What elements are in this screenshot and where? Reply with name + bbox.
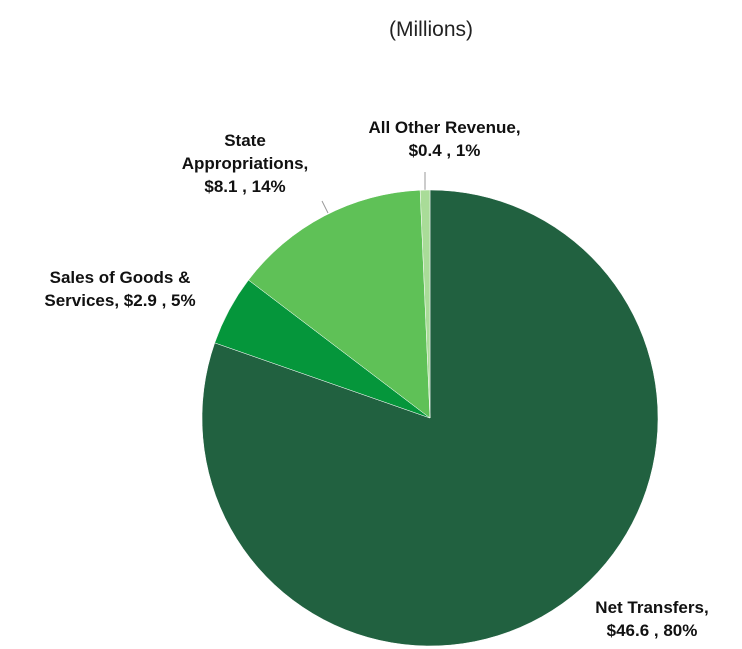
- chart-title: (Millions): [389, 18, 473, 41]
- pie-slice: [248, 189, 431, 419]
- category-label: All Other Revenue: [368, 118, 520, 137]
- pie-slice: [201, 189, 659, 647]
- data-label: State Appropriations $8.1 , 14%: [170, 129, 320, 198]
- data-label: All Other Revenue $0.4 , 1%: [352, 116, 537, 162]
- pie-slice: [419, 189, 431, 419]
- data-label: Sales of Goods & Services $2.9 , 5%: [20, 266, 220, 312]
- value-label: $2.9 , 5%: [123, 291, 196, 310]
- leader-line: [321, 200, 329, 214]
- category-label: State Appropriations: [182, 131, 309, 173]
- value-label: $46.6 , 80%: [606, 621, 698, 640]
- category-label: Net Transfers: [595, 598, 708, 617]
- value-label: $0.4 , 1%: [408, 141, 481, 160]
- data-label: Net Transfers $46.6 , 80%: [582, 596, 722, 642]
- value-label: $8.1 , 14%: [204, 177, 286, 196]
